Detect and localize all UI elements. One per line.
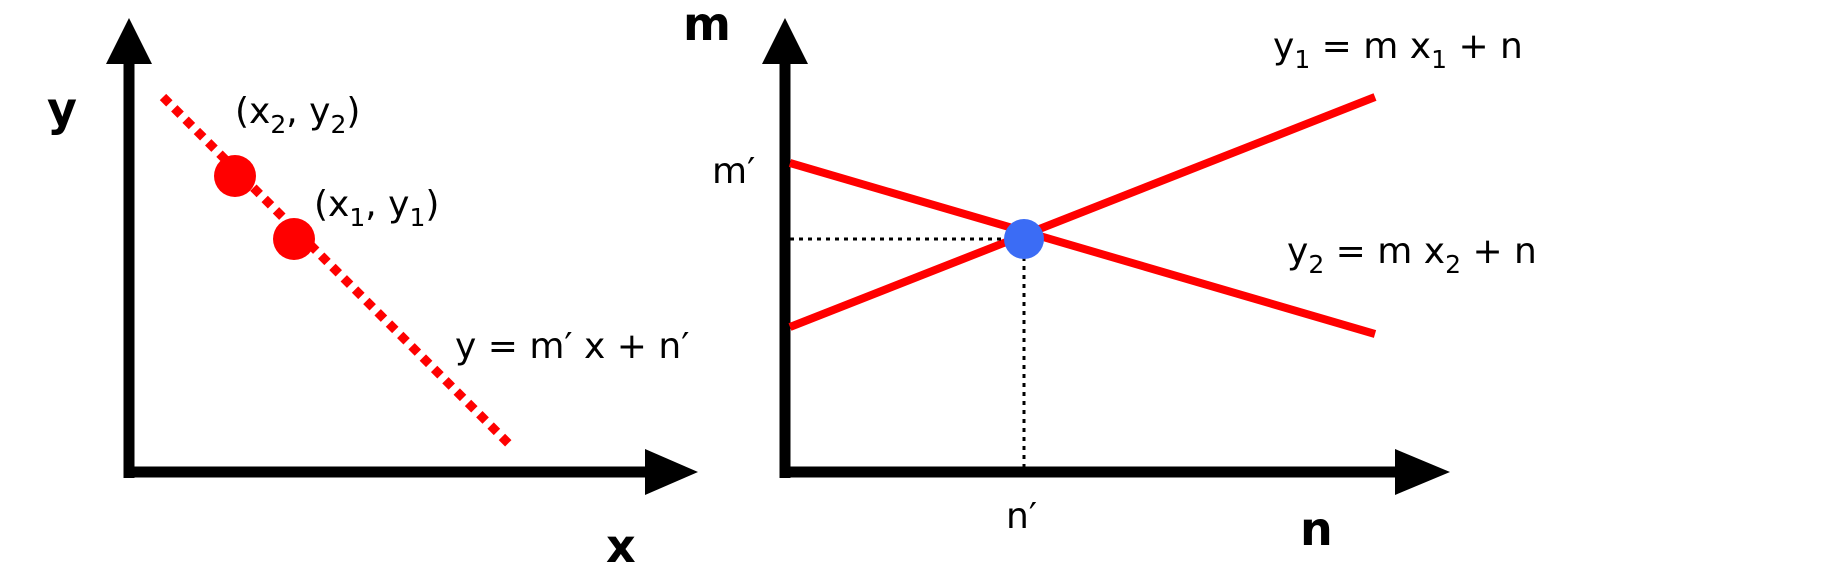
right-m-axis-arrowhead [762, 18, 808, 64]
fitted-line-dotted [159, 93, 514, 449]
equation-1-label: y1 = m x1 + n [1273, 26, 1523, 74]
right-n-axis-label: n [1300, 502, 1333, 556]
line-equation-label: y = m′ x + n′ [455, 326, 689, 367]
left-y-axis-arrowhead [106, 18, 152, 64]
left-y-axis-label: y [47, 82, 77, 136]
point-2-label: (x2, y2) [235, 91, 360, 139]
image-space-panel: y x (x2, y2) (x1, y1) y = m′ x + n′ [47, 18, 698, 568]
parameter-line-1 [788, 93, 1377, 331]
right-m-axis-label: m [683, 0, 731, 51]
intersection-point [1004, 219, 1044, 259]
equation-2-label: y2 = m x2 + n [1287, 231, 1537, 279]
point-1-label: (x1, y1) [314, 184, 439, 232]
left-x-axis-arrowhead [645, 449, 698, 495]
m-prime-tick-label: m′ [712, 151, 755, 192]
point-1-marker [273, 218, 315, 260]
point-2-marker [214, 155, 256, 197]
n-prime-tick-label: n′ [1006, 496, 1037, 537]
parameter-space-panel: m n m′ n′ y1 = m x1 + n y2 = m x2 + n [683, 0, 1537, 556]
parameter-line-2 [788, 159, 1377, 338]
left-x-axis-label: x [606, 519, 636, 568]
right-n-axis-arrowhead [1395, 449, 1450, 495]
